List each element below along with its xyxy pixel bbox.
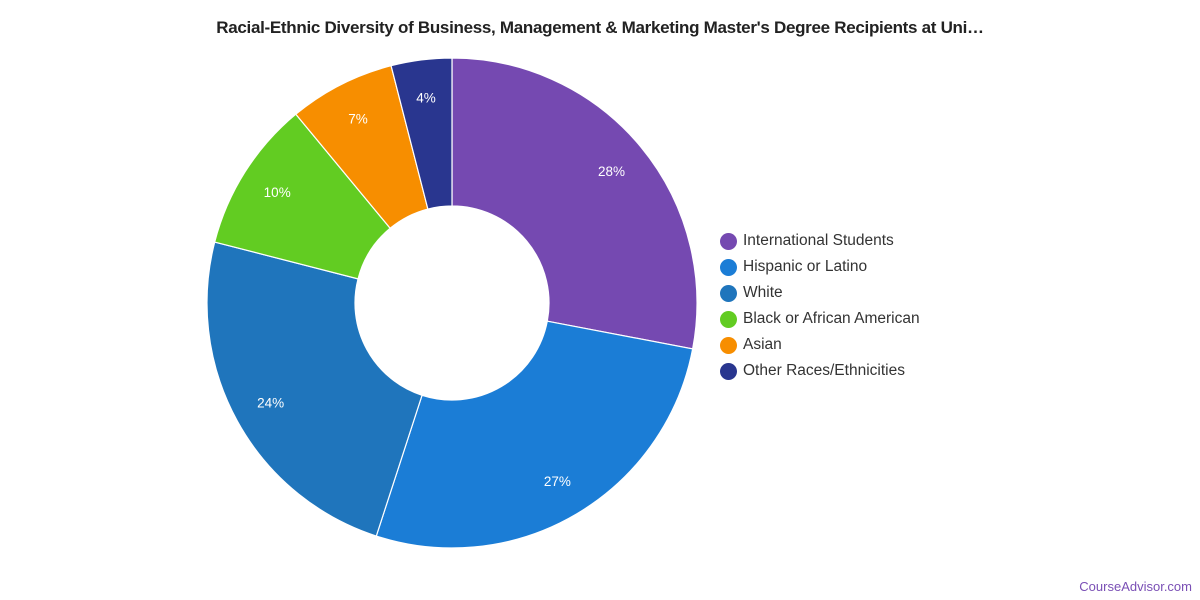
- legend-label: International Students: [743, 232, 894, 249]
- chart-title: Racial-Ethnic Diversity of Business, Man…: [216, 18, 984, 37]
- legend-swatch-icon: [720, 310, 737, 328]
- legend-label: Hispanic or Latino: [743, 258, 868, 275]
- legend-label: Other Races/Ethnicities: [743, 362, 905, 379]
- slice-international-students[interactable]: [451, 57, 698, 350]
- legend-swatch-icon: [720, 258, 737, 276]
- legend-swatch-icon: [720, 284, 737, 302]
- data-label: 10%: [264, 185, 291, 200]
- legend-item[interactable]: International Students: [720, 228, 920, 254]
- data-label: 28%: [598, 164, 625, 179]
- legend-label: White: [743, 284, 783, 301]
- data-label: 27%: [544, 474, 571, 489]
- legend-item[interactable]: Black or African American: [720, 306, 920, 332]
- data-label: 24%: [257, 396, 284, 411]
- slice-white[interactable]: [206, 241, 423, 537]
- legend-swatch-icon: [720, 232, 737, 250]
- legend-item[interactable]: Hispanic or Latino: [720, 254, 920, 280]
- legend-label: Black or African American: [743, 310, 920, 327]
- data-label: 7%: [348, 112, 368, 127]
- legend: International Students Hispanic or Latino…: [720, 228, 920, 384]
- legend-swatch-icon: [720, 362, 737, 380]
- legend-item[interactable]: White: [720, 280, 920, 306]
- legend-label: Asian: [743, 336, 782, 353]
- legend-swatch-icon: [720, 336, 737, 354]
- data-label: 4%: [416, 91, 436, 106]
- watermark[interactable]: CourseAdvisor.com: [1079, 579, 1192, 594]
- legend-item[interactable]: Other Races/Ethnicities: [720, 358, 920, 384]
- slice-other-races-ethnicities[interactable]: [390, 57, 453, 210]
- slice-hispanic-or-latino[interactable]: [375, 320, 694, 549]
- legend-item[interactable]: Asian: [720, 332, 920, 358]
